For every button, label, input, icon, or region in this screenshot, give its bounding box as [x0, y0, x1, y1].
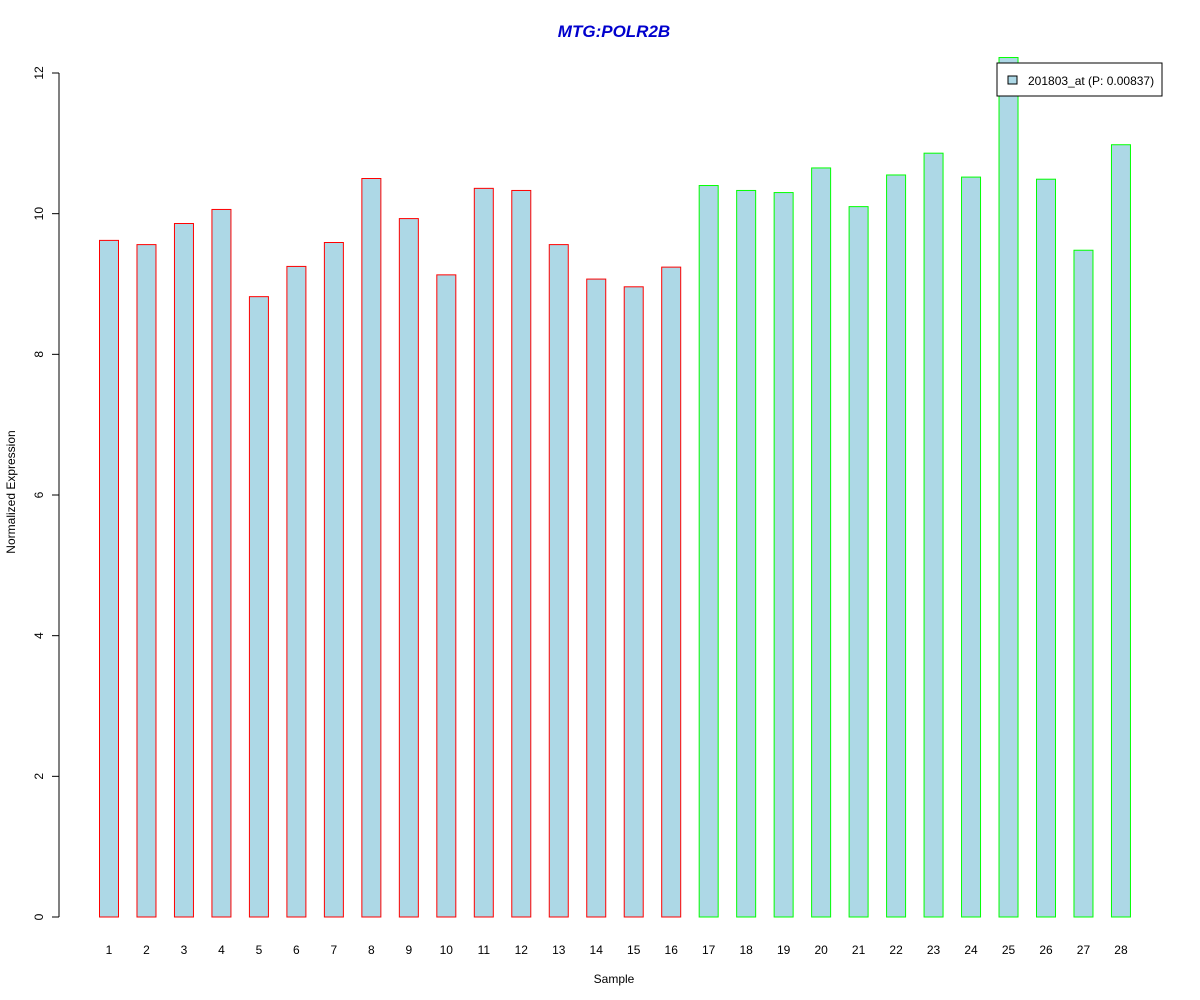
bar-sample-3: [173, 223, 194, 918]
y-tick-label: 2: [32, 773, 46, 780]
x-tick-label: 23: [927, 943, 941, 957]
x-tick-label: 2: [143, 943, 150, 957]
x-axis-title: Sample: [594, 972, 635, 986]
bars-group: [99, 57, 1131, 918]
x-tick-label: 6: [293, 943, 300, 957]
bar-sample-7: [323, 242, 344, 918]
x-tick-label: 26: [1039, 943, 1053, 957]
bar-sample-11: [473, 187, 494, 918]
x-tick-labels: 1 2 3 4 5 6 7 8 9 10 11 12 13 14 15 16 17 18 19 20 21 22 23 24 2…: [106, 943, 1128, 957]
x-tick-label: 24: [964, 943, 978, 957]
bar-sample-13: [548, 244, 569, 918]
bar-sample-8: [361, 178, 382, 918]
bar-sample-28: [1110, 144, 1131, 918]
x-tick-label: 10: [440, 943, 454, 957]
x-tick-label: 21: [852, 943, 866, 957]
x-tick-label: 19: [777, 943, 791, 957]
bar-sample-19: [773, 192, 794, 918]
bar-sample-21: [848, 206, 869, 918]
bar-sample-25: [998, 57, 1019, 918]
bar-sample-27: [1073, 249, 1094, 918]
legend: 201803_at (P: 0.00837): [996, 62, 1163, 97]
x-tick-label: 4: [218, 943, 225, 957]
x-tick-label: 27: [1077, 943, 1091, 957]
bar-sample-6: [286, 265, 307, 918]
x-tick-label: 17: [702, 943, 716, 957]
y-axis: 0 2 4 6 8 10 12: [32, 66, 60, 920]
y-tick-label: 4: [32, 632, 46, 639]
x-tick-label: 3: [181, 943, 188, 957]
bar-sample-2: [136, 244, 157, 918]
bar-sample-24: [961, 176, 982, 918]
x-tick-label: 13: [552, 943, 566, 957]
y-tick-label: 0: [32, 913, 46, 920]
x-tick-label: 5: [256, 943, 263, 957]
y-tick-label: 12: [32, 66, 46, 80]
bar-sample-23: [923, 152, 944, 918]
bar-sample-22: [886, 174, 907, 918]
x-tick-label: 8: [368, 943, 375, 957]
legend-swatch: [1007, 75, 1018, 85]
bar-sample-5: [248, 296, 269, 918]
x-tick-label: 9: [405, 943, 412, 957]
y-tick-label: 10: [32, 207, 46, 221]
bar-sample-18: [736, 189, 757, 918]
bar-sample-1: [99, 239, 119, 918]
x-tick-label: 1: [106, 943, 113, 957]
x-tick-label: 7: [331, 943, 338, 957]
bar-sample-14: [586, 278, 607, 918]
x-tick-label: 14: [590, 943, 604, 957]
bar-sample-20: [811, 167, 832, 918]
bar-sample-26: [1036, 178, 1056, 918]
x-tick-label: 20: [814, 943, 828, 957]
x-tick-label: 25: [1002, 943, 1016, 957]
y-tick-label: 6: [32, 491, 46, 498]
x-tick-label: 18: [739, 943, 753, 957]
bar-sample-9: [398, 218, 419, 918]
bar-sample-10: [436, 274, 457, 918]
x-tick-label: 28: [1114, 943, 1128, 957]
bar-sample-4: [211, 208, 232, 918]
legend-box: [996, 62, 1163, 97]
y-axis-title: Normalized Expression: [4, 430, 18, 553]
bar-sample-15: [623, 286, 644, 918]
x-tick-label: 11: [478, 943, 491, 957]
x-tick-label: 15: [627, 943, 641, 957]
bar-sample-17: [698, 185, 719, 918]
x-tick-label: 22: [889, 943, 903, 957]
x-tick-label: 16: [665, 943, 679, 957]
bar-sample-16: [661, 266, 682, 918]
legend-label: 201803_at (P: 0.00837): [1028, 74, 1154, 88]
x-tick-label: 12: [515, 943, 529, 957]
y-tick-label: 8: [32, 351, 46, 358]
chart-title: MTG:POLR2B: [558, 22, 670, 41]
bar-sample-12: [511, 189, 532, 918]
